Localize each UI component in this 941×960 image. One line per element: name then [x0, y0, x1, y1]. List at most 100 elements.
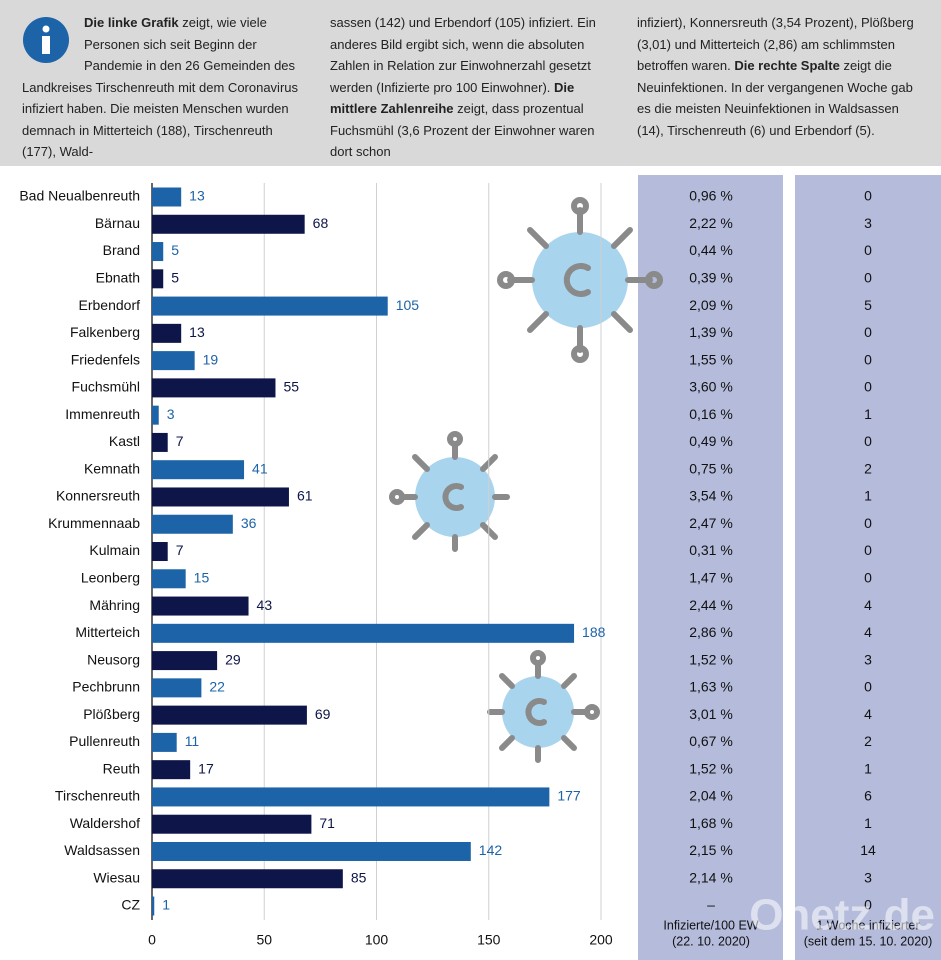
column-value: 0 [864, 542, 872, 558]
bar [152, 896, 155, 916]
category-label: Kemnath [84, 460, 140, 476]
intro-column: infiziert), Konnersreuth (3,54 Prozent),… [637, 12, 927, 141]
category-label: Mähring [89, 597, 140, 613]
column-value: 1,68 % [689, 815, 733, 831]
bar [152, 242, 164, 262]
column-value: 5 [864, 297, 872, 313]
value-label: 17 [198, 760, 214, 776]
bar [152, 323, 182, 343]
x-tick-label: 150 [477, 932, 501, 948]
column-value: 1 [864, 488, 872, 504]
column-value: 2 [864, 460, 872, 476]
column-value: 3,01 % [689, 706, 733, 722]
value-label: 5 [171, 242, 179, 258]
column-value: 2,47 % [689, 515, 733, 531]
value-label: 43 [257, 597, 273, 613]
category-label: Tirschenreuth [55, 788, 140, 804]
info-icon [23, 17, 69, 63]
x-tick-label: 100 [365, 932, 389, 948]
column-bg [638, 175, 783, 960]
bar [152, 378, 276, 398]
bar [152, 542, 168, 562]
bar [152, 487, 289, 507]
intro-text: Die linke Grafik [84, 15, 179, 30]
bar [152, 705, 307, 725]
x-tick-label: 200 [589, 932, 613, 948]
column-value: 3 [864, 869, 872, 885]
category-label: Kastl [109, 433, 140, 449]
column-value: 3 [864, 651, 872, 667]
intro-text: sassen (142) und Erbendorf (105) infizie… [330, 15, 596, 95]
bar [152, 432, 168, 452]
category-label: Pullenreuth [69, 733, 140, 749]
column-value: 2 [864, 733, 872, 749]
bar [152, 869, 343, 889]
column-value: 0 [864, 351, 872, 367]
column-header: (seit dem 15. 10. 2020) [804, 934, 933, 948]
column-value: 0 [864, 242, 872, 258]
category-label: Friedenfels [71, 351, 140, 367]
intro-column: Die linke Grafik zeigt, wie viele Person… [22, 12, 302, 163]
value-label: 7 [176, 542, 184, 558]
column-value: 1 [864, 815, 872, 831]
column-value: 0 [864, 379, 872, 395]
column-bg [795, 175, 941, 960]
column-value: 1,63 % [689, 679, 733, 695]
value-label: 29 [225, 651, 241, 667]
column-value: 0,67 % [689, 733, 733, 749]
bar [152, 187, 182, 207]
intro-column: sassen (142) und Erbendorf (105) infizie… [330, 12, 614, 163]
category-label: Leonberg [81, 569, 140, 585]
value-label: 69 [315, 706, 331, 722]
column-value: 6 [864, 788, 872, 804]
value-label: 105 [396, 297, 420, 313]
category-label: Bärnau [95, 215, 140, 231]
value-label: 71 [319, 815, 335, 831]
bar [152, 814, 312, 834]
column-value: 0 [864, 270, 872, 286]
value-label: 13 [189, 324, 205, 340]
bar [152, 787, 550, 807]
virus-decoration [389, 197, 663, 763]
intro-panel: Die linke Grafik zeigt, wie viele Person… [0, 0, 941, 166]
column-value: 0,39 % [689, 270, 733, 286]
category-label: Wiesau [93, 869, 140, 885]
column-value: 1,39 % [689, 324, 733, 340]
column-value: 2,22 % [689, 215, 733, 231]
category-label: Pechbrunn [72, 679, 140, 695]
column-value: 0,49 % [689, 433, 733, 449]
x-tick-label: 50 [256, 932, 272, 948]
bar [152, 651, 218, 671]
column-value: 1,47 % [689, 569, 733, 585]
column-value: 1 [864, 406, 872, 422]
value-label: 55 [283, 379, 299, 395]
value-label: 85 [351, 869, 367, 885]
bar [152, 296, 388, 316]
bar [152, 405, 159, 425]
category-label: Ebnath [96, 270, 140, 286]
bar [152, 760, 191, 780]
bar [152, 569, 186, 589]
column-value: – [707, 897, 715, 913]
value-label: 142 [479, 842, 503, 858]
x-tick-label: 0 [148, 932, 156, 948]
bar [152, 460, 245, 480]
value-label: 3 [167, 406, 175, 422]
column-header: (22. 10. 2020) [672, 934, 750, 948]
category-label: Kulmain [89, 542, 140, 558]
bar [152, 214, 305, 234]
column-value: 4 [864, 597, 872, 613]
bar [152, 514, 233, 534]
column-value: 3 [864, 215, 872, 231]
column-value: 1,52 % [689, 760, 733, 776]
intro-text: zeigt die Neuinfektionen. In der vergang… [637, 58, 913, 138]
category-label: Reuth [103, 760, 140, 776]
category-label: Konnersreuth [56, 488, 140, 504]
value-label: 1 [162, 897, 170, 913]
column-value: 0 [864, 569, 872, 585]
value-label: 11 [185, 733, 200, 749]
category-label: Erbendorf [79, 297, 141, 313]
value-label: 36 [241, 515, 257, 531]
